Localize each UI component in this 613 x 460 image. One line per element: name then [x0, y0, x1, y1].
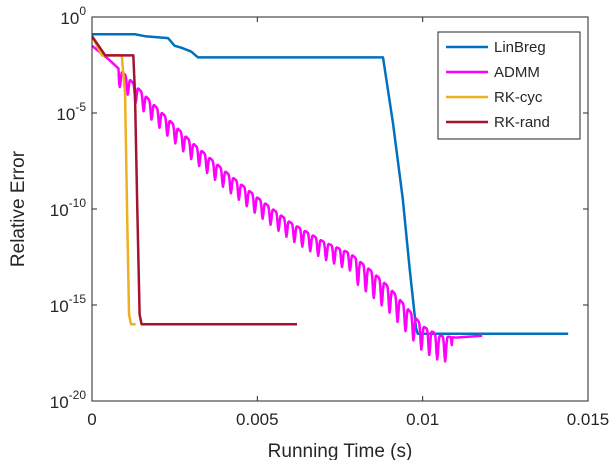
x-tick-label: 0.01	[406, 410, 439, 429]
legend-label: ADMM	[494, 64, 540, 81]
legend-label: RK-rand	[494, 114, 550, 131]
x-tick-label: 0.005	[236, 410, 279, 429]
x-ticks: 0 0.005 0.01 0.015	[87, 17, 609, 429]
y-tick-label: 10-10	[50, 196, 87, 220]
legend: LinBreg ADMM RK-cyc RK-rand	[437, 31, 581, 140]
legend-label: RK-cyc	[494, 89, 543, 106]
y-tick-label: 100	[60, 4, 86, 28]
y-ticks: 100 10-5 10-10 10-15 10-20	[50, 4, 588, 412]
series-line-linbreg	[92, 33, 569, 336]
data-lines	[92, 33, 569, 363]
y-tick-label: 10-5	[56, 100, 86, 124]
y-tick-label: 10-15	[50, 292, 87, 316]
x-axis-title: Running Time (s)	[268, 441, 413, 460]
y-tick-label: 10-20	[50, 388, 87, 412]
y-axis-title: Relative Error	[8, 150, 29, 267]
x-tick-label: 0.015	[567, 410, 610, 429]
legend-label: LinBreg	[494, 39, 546, 56]
series-line-admm	[92, 44, 483, 363]
x-tick-label: 0	[87, 410, 96, 429]
series-line-rk-rand	[92, 35, 298, 326]
